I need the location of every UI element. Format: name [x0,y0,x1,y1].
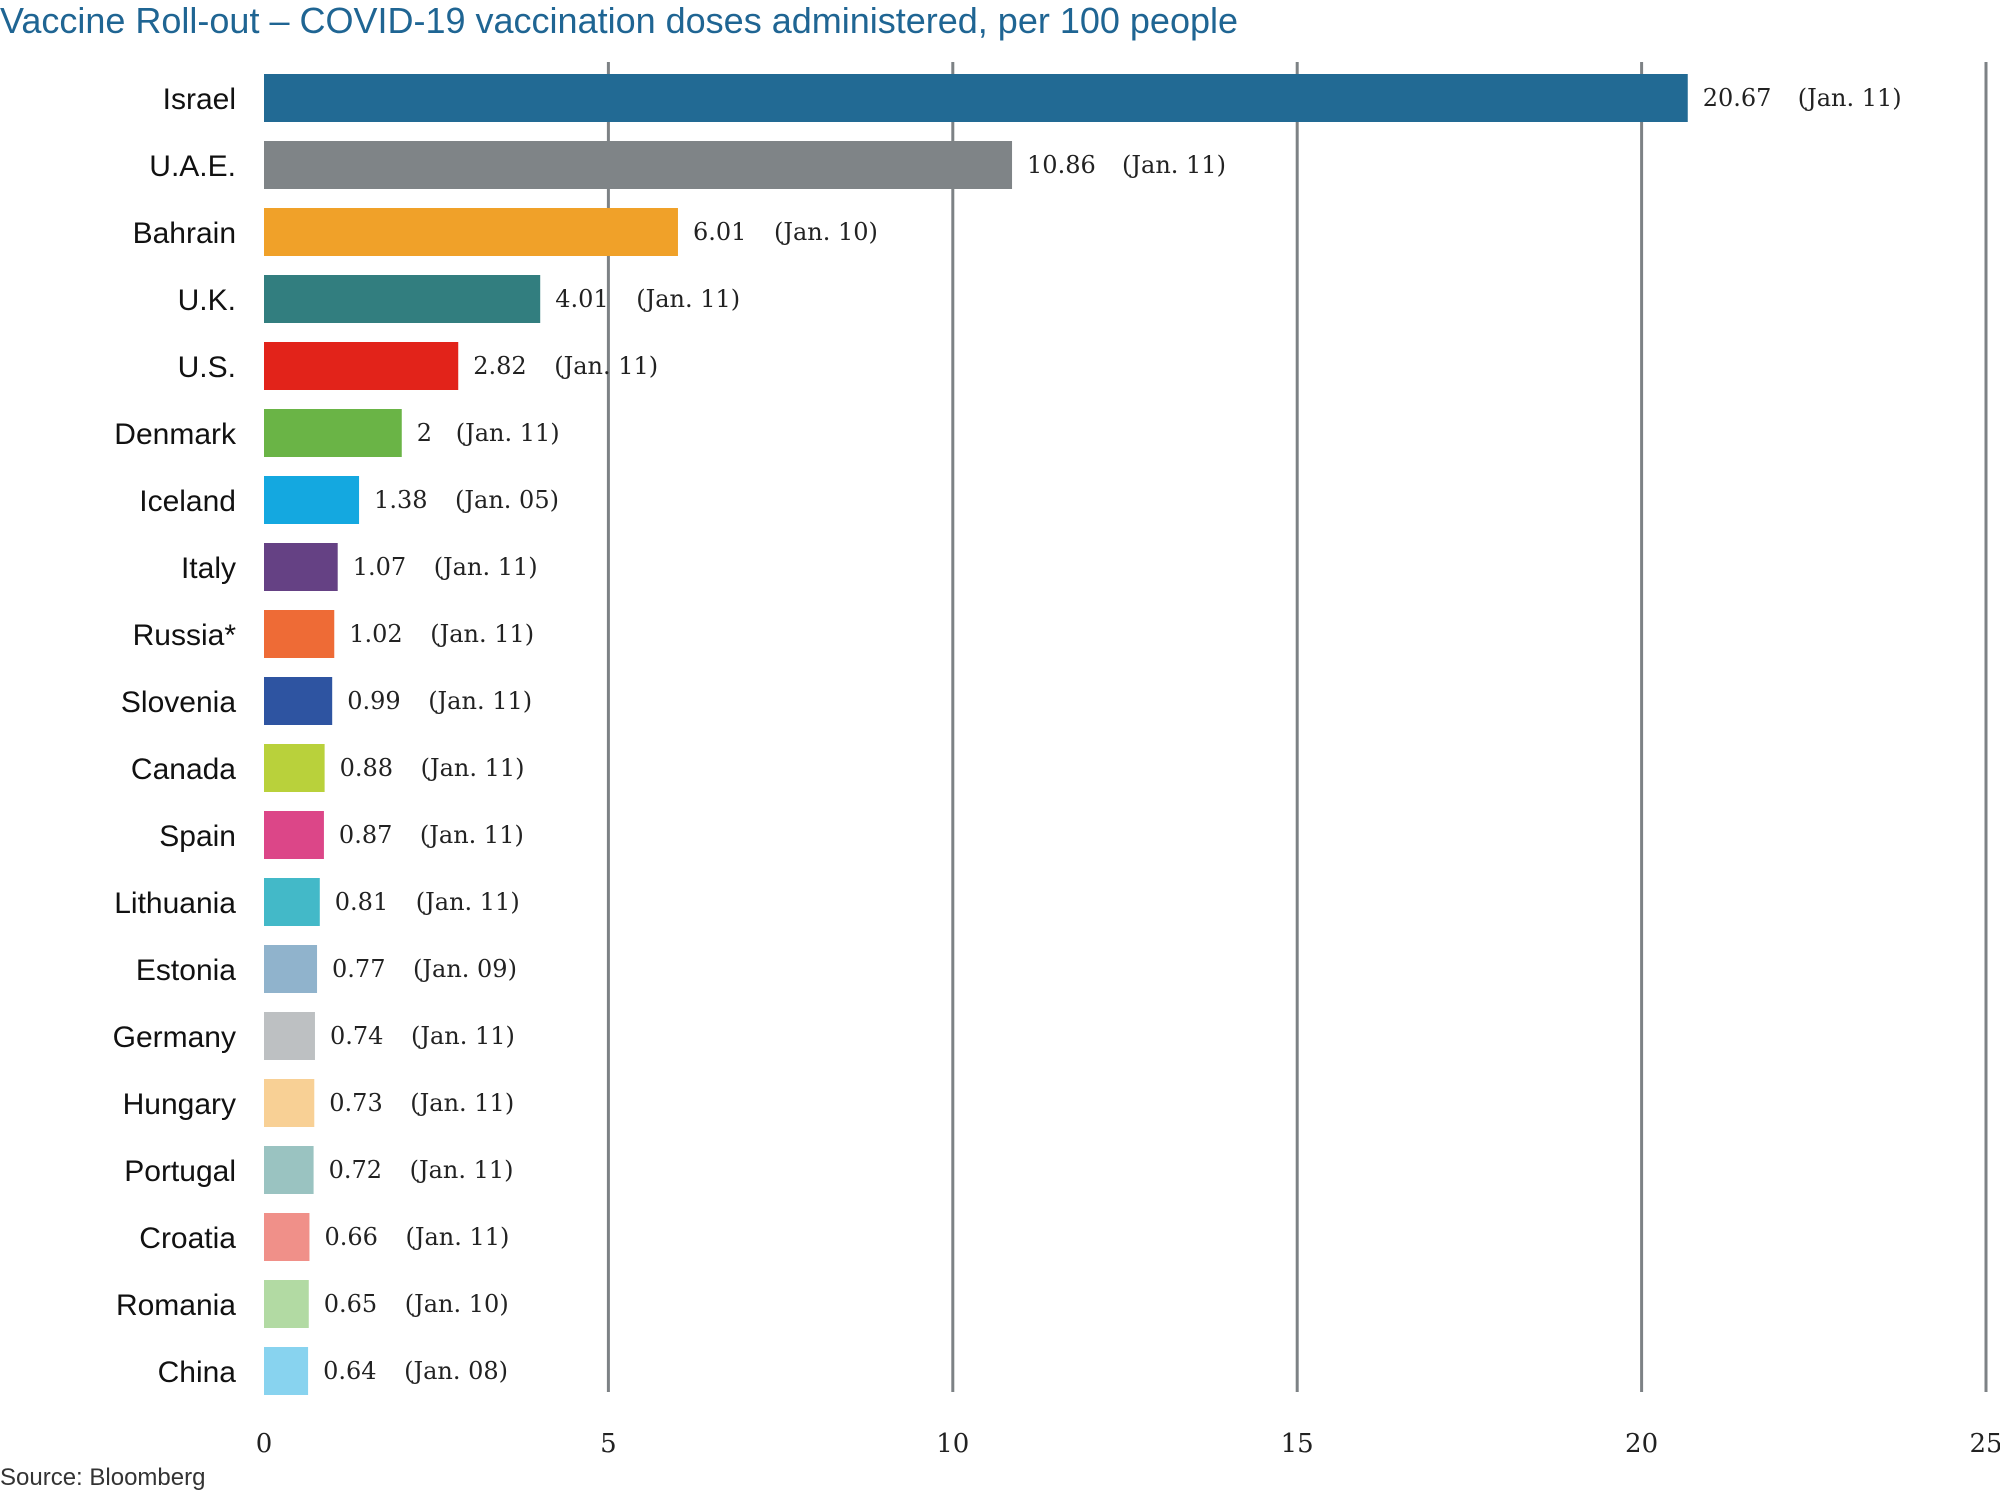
date-label: (Jan. 11) [636,285,740,313]
value-label: 10.86 [1027,151,1096,179]
bar [264,677,333,725]
date-label: (Jan. 11) [410,1089,514,1117]
value-label: 0.72 [329,1156,382,1184]
date-label: (Jan. 11) [428,687,532,715]
bar [264,74,1688,122]
value-label: 0.99 [347,687,400,715]
value-label: 0.81 [335,888,388,916]
category-label: Iceland [139,485,236,518]
bar [264,811,324,859]
value-label: 2.82 [473,352,526,380]
value-label: 6.01 [693,218,746,246]
bars [264,74,1688,1395]
date-label: (Jan. 05) [455,486,559,514]
bar [264,275,541,323]
value-label: 20.67 [1703,84,1772,112]
date-label: (Jan. 11) [434,553,538,581]
bar [264,1012,315,1060]
bar [264,1146,314,1194]
category-label: Russia* [133,619,237,652]
bar [264,1347,309,1395]
value-label: 0.65 [324,1290,377,1318]
category-label: U.K. [178,284,236,317]
bar [264,878,320,926]
category-label: Canada [131,753,236,786]
date-label: (Jan. 11) [1122,151,1226,179]
category-label: Slovenia [121,686,236,719]
date-label: (Jan. 09) [413,955,517,983]
category-label: Denmark [114,418,237,451]
value-label: 0.73 [329,1089,382,1117]
bar [264,208,678,256]
category-label: U.S. [178,351,236,384]
bar [264,610,335,658]
value-labels: 20.67 (Jan. 11) 10.86 (Jan. 11) 6.01 (Jan. 10… [323,84,1902,1385]
category-label: Lithuania [114,887,236,920]
bar [264,945,318,993]
date-label: (Jan. 11) [411,1022,515,1050]
source-note: Source: Bloomberg [0,1464,206,1491]
x-tick-label: 25 [1969,1429,2000,1459]
category-label: Portugal [124,1155,236,1188]
date-label: (Jan. 11) [456,419,560,447]
category-label: Hungary [123,1088,236,1121]
category-label: Germany [113,1021,236,1054]
bar [264,543,338,591]
category-label: Bahrain [133,217,236,250]
category-label: Italy [181,552,236,585]
category-label: China [158,1356,237,1389]
value-label: 0.77 [332,955,385,983]
value-label: 0.66 [324,1223,377,1251]
date-label: (Jan. 11) [405,1223,509,1251]
bar [264,744,325,792]
bar [264,1213,310,1261]
x-tick-label: 5 [600,1429,617,1459]
category-label: U.A.E. [149,150,236,183]
value-label: 1.02 [349,620,402,648]
x-axis-ticks: 0 5 10 15 20 25 [256,1429,2000,1459]
category-label: Romania [116,1289,236,1322]
date-label: (Jan. 11) [421,754,525,782]
date-label: (Jan. 11) [1798,84,1902,112]
date-label: (Jan. 08) [404,1357,508,1385]
bar [264,476,360,524]
bar [264,141,1013,189]
gridlines [606,62,1988,1392]
value-label: 0.87 [339,821,392,849]
x-tick-label: 10 [936,1429,969,1459]
value-label: 0.74 [330,1022,383,1050]
bar [264,1280,309,1328]
date-label: (Jan. 10) [774,218,878,246]
x-tick-label: 20 [1625,1429,1658,1459]
value-label: 0.64 [323,1357,376,1385]
chart-title: Vaccine Roll-out – COVID-19 vaccination … [0,0,1239,41]
date-label: (Jan. 11) [416,888,520,916]
bar [264,342,459,390]
category-labels: Israel U.A.E. Bahrain U.K. U.S. Denmark Icelan… [113,83,237,1389]
category-label: Spain [159,820,236,853]
x-tick-label: 0 [256,1429,273,1459]
category-label: Estonia [136,954,236,987]
date-label: (Jan. 11) [420,821,524,849]
value-label: 1.38 [374,486,427,514]
category-label: Croatia [139,1222,236,1255]
value-label: 2 [417,419,432,447]
value-label: 1.07 [353,553,406,581]
date-label: (Jan. 11) [410,1156,514,1184]
date-label: (Jan. 11) [430,620,534,648]
category-label: Israel [163,83,236,116]
value-label: 0.88 [340,754,393,782]
value-label: 4.01 [555,285,608,313]
date-label: (Jan. 11) [554,352,658,380]
bar [264,409,402,457]
date-label: (Jan. 10) [405,1290,509,1318]
x-tick-label: 15 [1281,1429,1314,1459]
bar [264,1079,315,1127]
